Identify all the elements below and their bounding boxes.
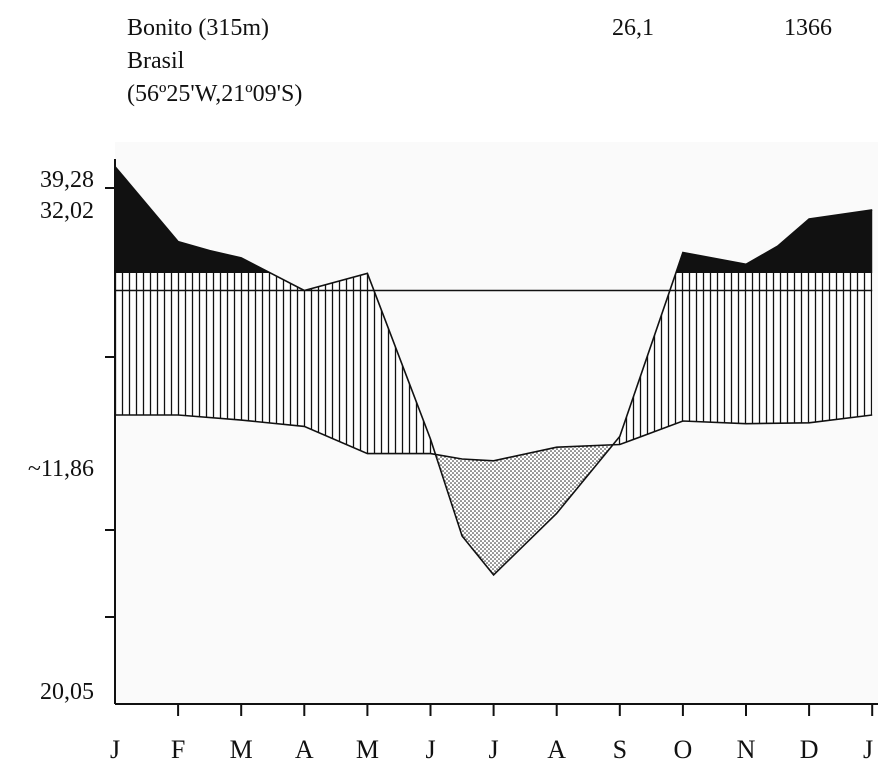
x-tick-label: J bbox=[863, 735, 873, 764]
y-tick-label: ~11,86 bbox=[28, 456, 94, 482]
superhumid-area bbox=[115, 166, 873, 273]
x-tick-label: J bbox=[489, 735, 499, 764]
x-tick-label: M bbox=[356, 735, 379, 764]
x-tick-label: J bbox=[110, 735, 120, 764]
y-tick-label: 32,02 bbox=[40, 198, 94, 224]
x-tick-label: M bbox=[230, 735, 253, 764]
precipitation-line bbox=[114, 166, 873, 577]
station-name: Bonito (315m) bbox=[127, 15, 269, 41]
temperature-line bbox=[115, 414, 873, 462]
mean-temperature: 26,1 bbox=[612, 15, 654, 41]
station-coordinates: (56º25'W,21º09'S) bbox=[127, 81, 303, 107]
dry-period-area bbox=[436, 444, 611, 575]
x-tick-label: A bbox=[295, 735, 314, 764]
y-tick-label: 20,05 bbox=[40, 679, 94, 705]
x-tick-label: O bbox=[674, 735, 693, 764]
x-tick-label: N bbox=[737, 735, 756, 764]
annual-precipitation: 1366 bbox=[784, 15, 832, 41]
station-country: Brasil bbox=[127, 48, 185, 74]
y-tick-label: 39,28 bbox=[40, 167, 94, 193]
x-tick-label: S bbox=[613, 735, 627, 764]
x-tick-label: F bbox=[171, 735, 185, 764]
x-tick-label: A bbox=[547, 735, 566, 764]
x-tick-label: J bbox=[425, 735, 435, 764]
x-tick-label: D bbox=[800, 735, 819, 764]
